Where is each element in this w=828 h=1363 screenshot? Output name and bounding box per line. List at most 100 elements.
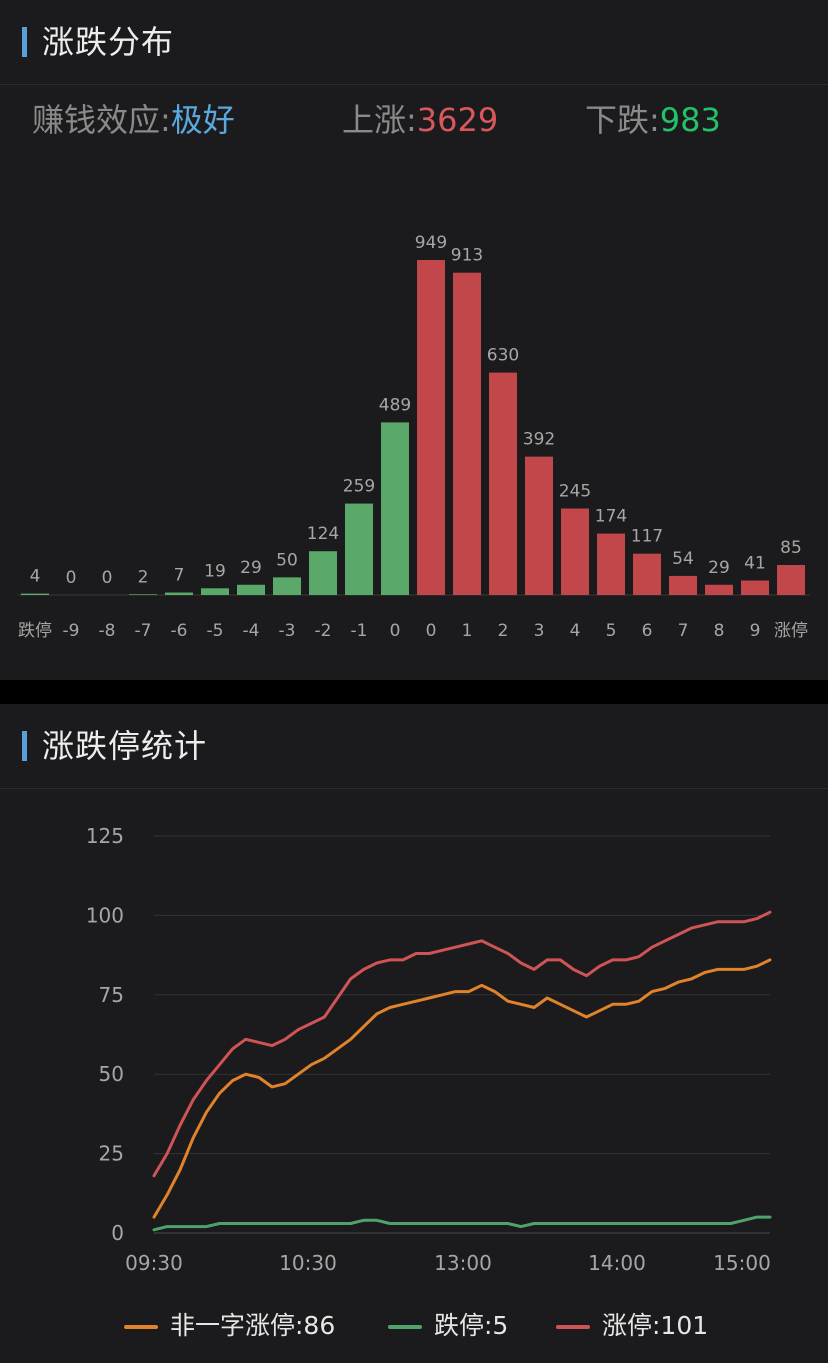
x-tick-label: 0: [426, 621, 437, 641]
y-tick-label: 0: [111, 1221, 124, 1245]
section-title: 涨跌分布: [42, 23, 175, 61]
bar: [489, 372, 517, 595]
legend-item-limit-down: 跌停:5: [388, 1304, 508, 1348]
x-tick-label: 1: [462, 621, 473, 641]
bar-value-label: 50: [276, 550, 298, 570]
bar: [237, 584, 265, 595]
bar-value-label: 245: [559, 482, 591, 502]
x-tick-label: 4: [570, 621, 581, 641]
x-tick-label: -1: [351, 621, 368, 641]
bar-value-label: 913: [451, 246, 483, 266]
sentiment-value: 极好: [170, 101, 235, 139]
up-count: 3629: [416, 101, 499, 139]
bar: [129, 594, 157, 595]
y-tick-label: 100: [86, 903, 124, 927]
bar: [417, 260, 445, 595]
bar-value-label: 19: [204, 561, 226, 581]
bar: [705, 584, 733, 595]
bar: [381, 422, 409, 595]
x-tick-label: 10:30: [279, 1251, 337, 1275]
bar-value-label: 124: [307, 524, 339, 544]
legend-swatch-orange: [124, 1325, 158, 1329]
bar-value-label: 117: [631, 527, 663, 547]
legend-label: 涨停:101: [602, 1311, 709, 1340]
limit-stats-panel: 涨跌停统计: [0, 704, 828, 1363]
x-tick-label: 跌停: [18, 621, 52, 641]
series-line: [152, 910, 772, 1178]
x-tick-label: 13:00: [434, 1251, 492, 1275]
bar-value-label: 54: [672, 549, 694, 569]
bar: [633, 553, 661, 595]
legend-swatch-red: [556, 1325, 590, 1329]
legend-swatch-green: [388, 1325, 422, 1329]
bar-value-label: 85: [780, 538, 802, 558]
x-tick-label: 09:30: [125, 1251, 183, 1275]
distribution-header: 涨跌分布: [0, 0, 828, 85]
bar: [597, 533, 625, 595]
bar: [525, 456, 553, 595]
bar-value-label: 489: [379, 395, 411, 415]
section-accent-bar: [22, 27, 27, 57]
x-tick-label: 14:00: [588, 1251, 646, 1275]
y-tick-label: 50: [99, 1062, 124, 1086]
y-tick-label: 125: [86, 824, 124, 848]
bar-value-label: 29: [240, 558, 262, 578]
bar-value-label: 630: [487, 346, 519, 366]
bar-value-label: 41: [744, 554, 766, 574]
down-label: 下跌:: [585, 101, 660, 139]
bar: [309, 551, 337, 595]
x-tick-label: -8: [99, 621, 116, 641]
x-tick-label: 5: [606, 621, 617, 641]
x-tick-label: -2: [315, 621, 332, 641]
x-tick-label: 7: [678, 621, 689, 641]
bar: [201, 588, 229, 595]
legend-item-limit-up: 涨停:101: [556, 1304, 708, 1348]
x-tick-label: -3: [279, 621, 296, 641]
legend-item-non-yizi-limit-up: 非一字涨停:86: [124, 1304, 335, 1348]
x-tick-label: 6: [642, 621, 653, 641]
bar-value-label: 949: [415, 233, 447, 253]
bar-value-label: 4: [30, 567, 41, 587]
limit-stats-header: 涨跌停统计: [0, 704, 828, 789]
y-tick-label: 25: [99, 1142, 124, 1166]
bar-value-label: 0: [66, 568, 77, 588]
section-accent-bar: [22, 731, 27, 761]
bar: [273, 577, 301, 595]
sentiment-label: 赚钱效应:: [32, 101, 171, 139]
bar-value-label: 2: [138, 567, 149, 587]
x-tick-label: 9: [750, 621, 761, 641]
up-label: 上涨:: [342, 101, 417, 139]
bar-value-label: 7: [174, 566, 185, 586]
distribution-panel: 涨跌分布 赚钱效应:极好 上涨:3629 下跌:983 4 跌停 0 -9 0 -8 2 -7…: [0, 0, 828, 680]
series-line: [152, 1215, 772, 1232]
bar: [345, 503, 373, 595]
x-tick-label: 15:00: [713, 1251, 771, 1275]
bar: [165, 592, 193, 595]
x-tick-label: -5: [207, 621, 224, 641]
bar: [741, 580, 769, 595]
down-summary: 下跌:983: [585, 98, 721, 142]
down-count: 983: [659, 101, 721, 139]
legend-label: 跌停:5: [434, 1311, 509, 1340]
bar-value-label: 259: [343, 477, 375, 497]
bar: [453, 272, 481, 595]
x-tick-label: 0: [390, 621, 401, 641]
x-tick-label: -7: [135, 621, 152, 641]
bar: [777, 564, 805, 595]
bar-value-label: 29: [708, 558, 730, 578]
series-line: [152, 958, 772, 1219]
x-tick-label: 涨停: [774, 621, 808, 641]
x-tick-label: 3: [534, 621, 545, 641]
up-summary: 上涨:3629: [342, 98, 498, 142]
bar-value-label: 174: [595, 507, 627, 527]
y-tick-label: 75: [99, 983, 124, 1007]
legend-label: 非一字涨停:86: [170, 1311, 336, 1340]
bar: [561, 508, 589, 595]
bar-value-label: 0: [102, 568, 113, 588]
bar: [21, 593, 49, 595]
x-tick-label: 2: [498, 621, 509, 641]
distribution-bar-chart: 4跌停0-90-82-77-619-529-450-3124-2259-1489…: [18, 233, 810, 641]
x-tick-label: -4: [243, 621, 260, 641]
sentiment-summary: 赚钱效应:极好: [32, 98, 235, 142]
